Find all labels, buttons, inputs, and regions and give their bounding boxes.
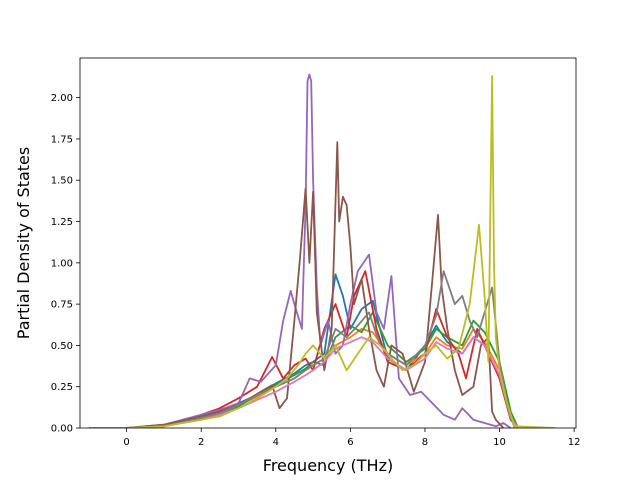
series-line-9 — [89, 75, 556, 428]
y-tick-label: 1.50 — [51, 176, 73, 187]
series-line-4 — [89, 270, 519, 428]
y-axis-label: Partial Density of States — [14, 147, 33, 339]
x-tick-label: 8 — [422, 437, 428, 448]
x-tick-label: 12 — [568, 437, 581, 448]
y-tick-label: 2.00 — [51, 93, 73, 104]
plot-frame — [79, 57, 577, 429]
y-tick-label: 1.25 — [51, 217, 73, 228]
y-tick-label: 0.75 — [51, 300, 73, 311]
x-tick-label: 6 — [347, 437, 353, 448]
series-line-8 — [89, 270, 516, 428]
x-axis-label: Frequency (THz) — [263, 456, 393, 475]
y-tick-label: 0.00 — [51, 424, 73, 435]
x-tick-label: 2 — [198, 437, 204, 448]
series-line-7 — [89, 336, 519, 428]
y-tick-label: 0.50 — [51, 341, 73, 352]
y-tick-label: 0.25 — [51, 382, 73, 393]
series-line-6 — [89, 141, 504, 428]
series-layer — [89, 73, 556, 428]
x-axis: 0 2 4 6 8 10 12 — [123, 428, 581, 448]
y-axis: 0.00 0.25 0.50 0.75 1.00 1.25 1.50 1.75 2.00 — [51, 93, 80, 435]
x-tick-label: 0 — [123, 437, 129, 448]
y-tick-label: 1.00 — [51, 258, 73, 269]
x-tick-label: 10 — [493, 437, 506, 448]
series-line-5 — [89, 73, 512, 428]
x-tick-label: 4 — [273, 437, 279, 448]
y-tick-label: 1.75 — [51, 134, 73, 145]
